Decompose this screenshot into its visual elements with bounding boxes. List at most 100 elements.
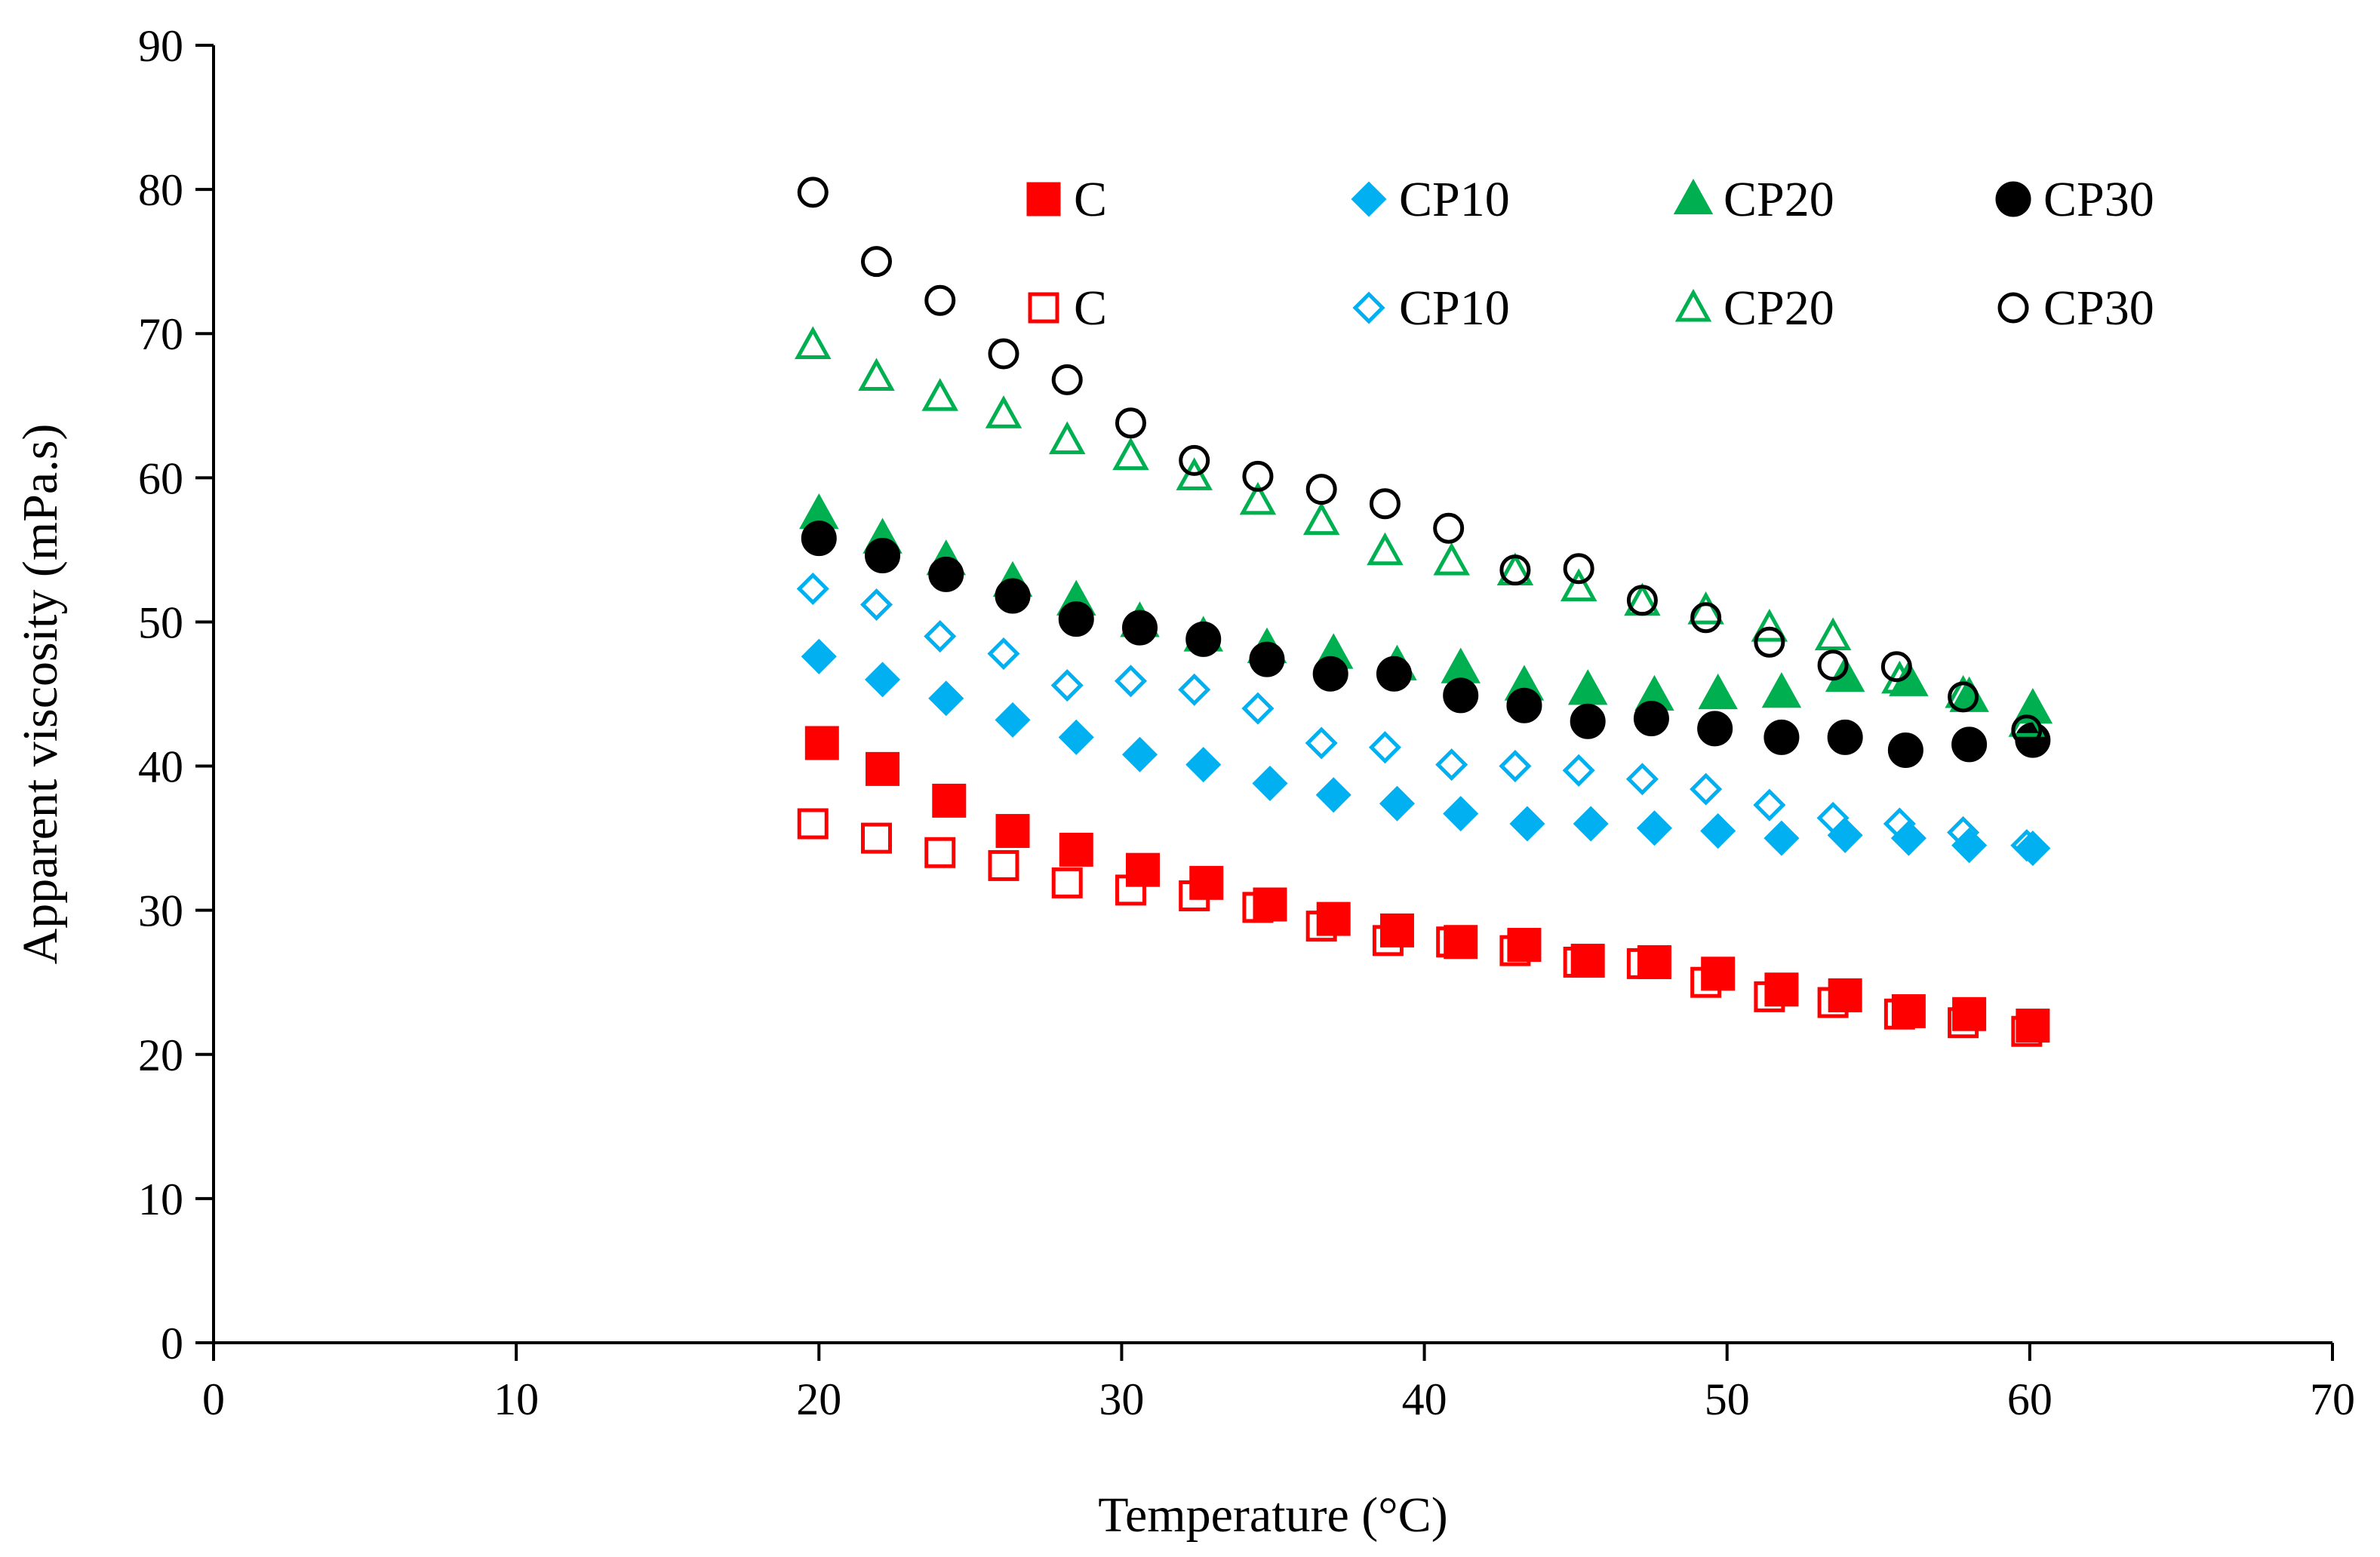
series-cp30-open xyxy=(797,177,2043,746)
series-c-filled xyxy=(804,726,2050,1043)
y-tick-label: 10 xyxy=(138,1175,183,1224)
legend-marker xyxy=(1028,292,1059,324)
x-tick-label: 60 xyxy=(2007,1374,2053,1424)
legend: C CP10 CP20 CP30 C CP10 CP20 CP30 xyxy=(1026,172,2154,336)
data-point xyxy=(858,358,895,392)
data-point xyxy=(1825,656,1865,693)
data-point xyxy=(1443,677,1479,714)
data-point xyxy=(1948,681,1979,713)
data-point xyxy=(1305,726,1338,760)
data-point xyxy=(1816,801,1850,834)
data-point xyxy=(1185,747,1222,783)
data-point xyxy=(1379,785,1416,821)
data-point xyxy=(924,620,957,653)
legend-marker xyxy=(1673,178,1714,215)
x-tick-label: 0 xyxy=(202,1374,225,1424)
legend-label: CP30 xyxy=(2043,172,2154,227)
data-point xyxy=(1051,867,1083,898)
data-point xyxy=(1625,763,1659,796)
data-point xyxy=(995,578,1031,614)
data-point xyxy=(795,326,832,360)
data-point xyxy=(1058,601,1094,637)
series-cp10-filled xyxy=(801,638,2051,867)
legend-marker xyxy=(1026,182,1061,217)
series-cp10-open xyxy=(796,572,2043,862)
data-point xyxy=(2011,714,2043,746)
data-point xyxy=(985,395,1022,428)
data-point xyxy=(1312,656,1348,692)
data-point xyxy=(1690,966,1722,998)
data-point xyxy=(1698,673,1738,710)
legend-label: CP10 xyxy=(1399,172,1510,227)
data-point xyxy=(1690,602,1722,634)
data-point xyxy=(1305,911,1337,942)
data-point xyxy=(1570,703,1606,739)
data-point xyxy=(801,638,837,674)
data-point xyxy=(1817,650,1849,681)
data-point xyxy=(801,521,837,557)
data-point xyxy=(987,637,1020,671)
data-point xyxy=(1507,928,1542,963)
data-point xyxy=(1506,687,1542,723)
data-point xyxy=(1178,673,1211,706)
data-point xyxy=(804,726,839,760)
data-point xyxy=(1952,997,1987,1031)
legend-label: CP20 xyxy=(1724,281,1834,336)
data-point xyxy=(1441,647,1481,683)
data-point xyxy=(1372,925,1404,957)
data-point xyxy=(1763,719,1800,755)
data-point xyxy=(1185,621,1222,657)
series-cp20-open xyxy=(795,326,2046,737)
data-point xyxy=(2008,704,2046,737)
data-point xyxy=(928,680,964,717)
data-point xyxy=(1754,981,1785,1012)
data-point xyxy=(1827,719,1863,755)
data-point xyxy=(1121,736,1158,772)
data-point xyxy=(866,751,900,786)
y-tick-label: 90 xyxy=(138,21,183,71)
legend-label: CP20 xyxy=(1724,172,1834,227)
data-point xyxy=(1176,457,1213,490)
data-point xyxy=(988,338,1019,370)
data-point xyxy=(1509,806,1545,842)
data-point xyxy=(1179,444,1210,476)
data-point xyxy=(864,662,901,698)
data-point xyxy=(995,702,1031,738)
x-tick-label: 30 xyxy=(1099,1374,1144,1424)
data-point xyxy=(1436,926,1468,958)
y-axis-title: Apparent viscosity (mPa.s) xyxy=(13,424,68,965)
data-point xyxy=(1883,807,1916,840)
y-tick-label: 30 xyxy=(138,886,183,936)
axes: 0 10 20 30 40 50 60 70 80 90 0 10 20 30 40 50 60 70 xyxy=(138,21,2355,1424)
data-point xyxy=(924,284,956,316)
data-point xyxy=(921,378,958,411)
x-tick-label: 20 xyxy=(796,1374,841,1424)
y-tick-label: 70 xyxy=(138,309,183,359)
data-point xyxy=(1499,935,1531,966)
data-point xyxy=(1369,488,1401,520)
x-tick-label: 70 xyxy=(2310,1374,2355,1424)
x-tick-label: 50 xyxy=(1705,1374,1750,1424)
data-point xyxy=(1059,832,1093,867)
data-point xyxy=(1700,813,1736,849)
data-point xyxy=(1249,641,1285,677)
y-tick-label: 80 xyxy=(138,165,183,215)
data-point xyxy=(1626,585,1658,616)
data-point xyxy=(1827,817,1863,853)
legend-marker xyxy=(1351,181,1387,217)
y-tick-label: 20 xyxy=(138,1030,183,1080)
data-point xyxy=(1573,806,1609,842)
data-point xyxy=(1305,474,1337,505)
data-point xyxy=(1567,669,1608,705)
y-tick-label: 50 xyxy=(138,597,183,647)
data-point xyxy=(859,588,893,622)
data-point xyxy=(1951,828,1988,864)
data-point xyxy=(1562,754,1595,787)
data-point xyxy=(1252,765,1288,802)
series-c-open xyxy=(797,808,2043,1047)
data-point xyxy=(2010,829,2043,862)
x-tick-label: 10 xyxy=(494,1374,539,1424)
data-point xyxy=(1697,711,1733,747)
data-point xyxy=(1887,732,1923,769)
data-point xyxy=(1112,437,1149,471)
